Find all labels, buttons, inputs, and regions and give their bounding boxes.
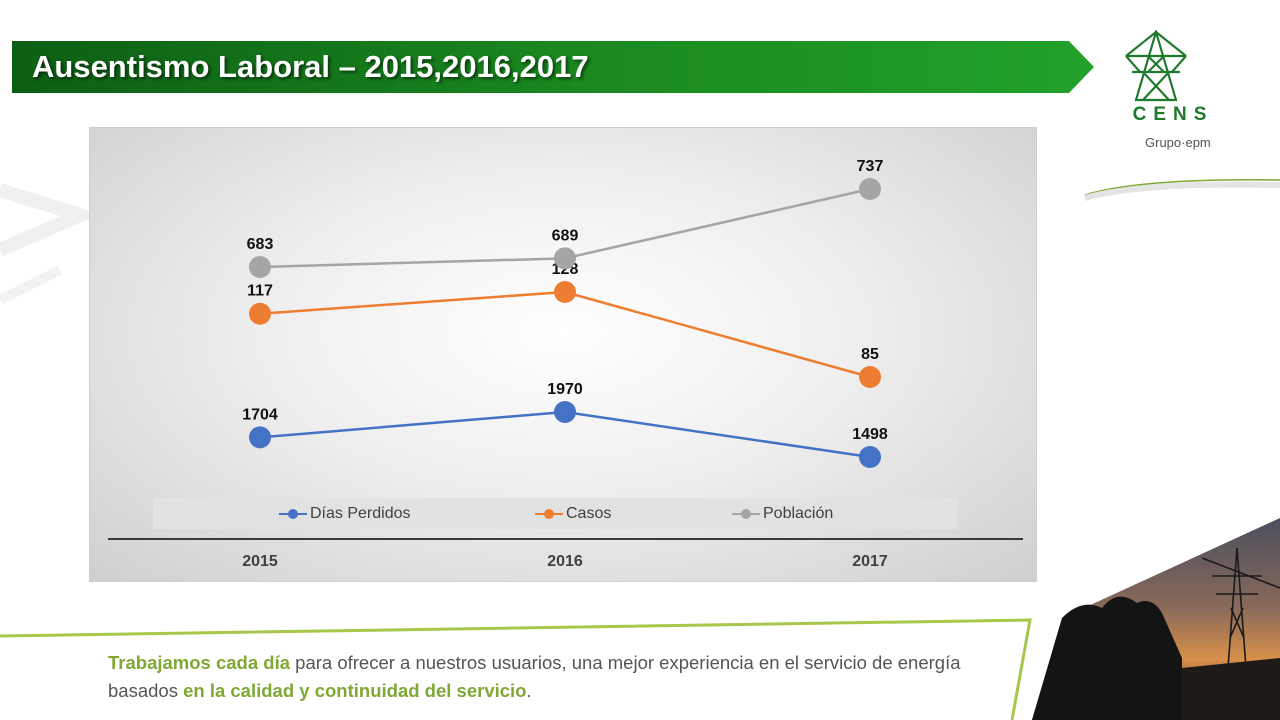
x-tick-label: 2017 [852,553,888,570]
x-tick-label: 2015 [242,553,278,570]
legend-label-dias-perdidos: Días Perdidos [310,504,411,522]
chart-legend: Días Perdidos Casos Población [153,498,958,529]
data-point-dias-perdidos [249,426,271,449]
title-banner: Ausentismo Laboral – 2015,2016,2017 [12,41,1094,93]
footer-text: Trabajamos cada día para ofrecer a nuest… [108,649,1008,705]
data-label-dias-perdidos: 1970 [547,381,583,398]
legend-marker-dias-perdidos [279,508,307,519]
legend-item-poblacion: Población [732,498,833,529]
x-tick-label: 2016 [547,553,583,570]
legend-marker-casos [535,508,563,519]
data-point-poblacion [554,247,576,270]
cens-logo: CENS Grupo·epm [1112,28,1222,160]
footer-highlight-2: en la calidad y continuidad del servicio [183,680,527,701]
data-point-dias-perdidos [859,446,881,468]
data-point-poblacion [859,178,881,200]
footer-highlight-1: Trabajamos cada día [108,652,291,673]
data-label-dias-perdidos: 1704 [242,406,278,423]
data-label-casos: 85 [861,346,879,363]
legend-label-poblacion: Población [763,504,834,522]
data-point-dias-perdidos [554,401,576,423]
legend-marker-poblacion [732,508,760,519]
data-label-dias-perdidos: 1498 [852,426,888,443]
data-point-poblacion [249,256,271,278]
data-point-casos [554,281,576,303]
legend-label-casos: Casos [566,504,612,522]
series-line-casos [259,290,871,379]
legend-item-dias-perdidos: Días Perdidos [279,498,411,529]
data-label-casos: 117 [247,283,273,300]
transmission-tower-icon [1125,28,1187,102]
logo-subtitle: Grupo·epm [1145,135,1211,150]
logo-name: CENS [1132,104,1214,125]
data-label-poblacion: 737 [857,158,884,175]
x-axis-line [108,538,1023,540]
data-point-casos [249,302,271,325]
sunset-tower-photo [1032,518,1280,720]
legend-item-casos: Casos [535,498,611,529]
data-label-poblacion: 689 [552,227,579,244]
footer-text-3: . [526,680,532,701]
page-title: Ausentismo Laboral – 2015,2016,2017 [32,49,589,84]
footer-text-2: para ofrecer a nuestros usuarios, una me… [108,652,961,701]
data-label-poblacion: 683 [247,236,274,253]
data-point-casos [859,366,881,388]
